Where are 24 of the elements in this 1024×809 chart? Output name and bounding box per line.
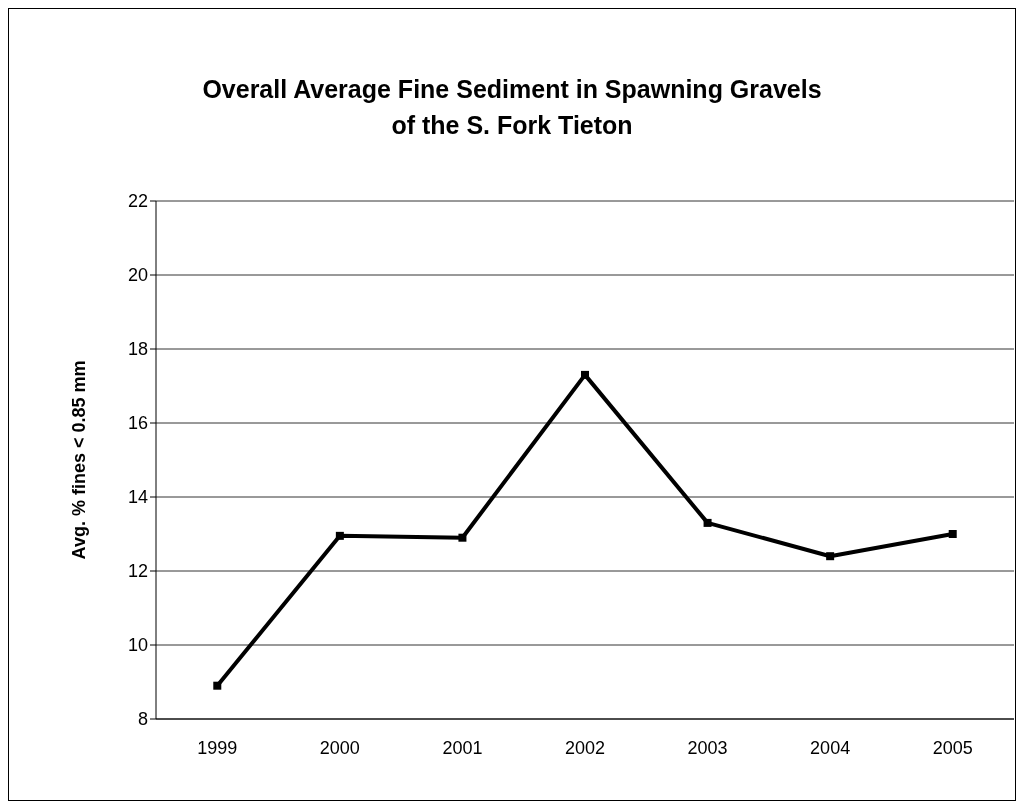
point	[826, 552, 835, 561]
x-tick-label: 2002	[564, 737, 606, 758]
y-tick-label: 10	[127, 635, 148, 656]
chart-title: Overall Average Fine Sediment in Spawning Gravels of the S. Fork Tieton	[201, 74, 823, 141]
x-tick-label: 2000	[319, 737, 360, 758]
y-tick-label: 18	[127, 339, 148, 360]
x-tick-label: 2004	[810, 737, 851, 758]
point	[948, 530, 957, 538]
point	[703, 518, 712, 527]
y-tick-label: 16	[127, 413, 148, 434]
y-axis-title: Avg. % fines < 0.85 mm	[69, 360, 90, 560]
x-tick-label: 2005	[932, 737, 973, 758]
y-tick-label: 14	[127, 487, 148, 508]
point	[213, 681, 222, 690]
x-tick-label: 2003	[687, 737, 728, 758]
y-tick-label: 12	[127, 561, 148, 582]
point	[581, 370, 589, 379]
y-tick-label: 8	[137, 709, 148, 730]
y-tick-label: 20	[127, 265, 148, 286]
point	[335, 531, 344, 540]
y-tick-label: 22	[127, 191, 148, 212]
point	[458, 533, 467, 542]
x-tick-label: 1999	[197, 737, 238, 758]
x-tick-label: 2001	[442, 737, 483, 758]
